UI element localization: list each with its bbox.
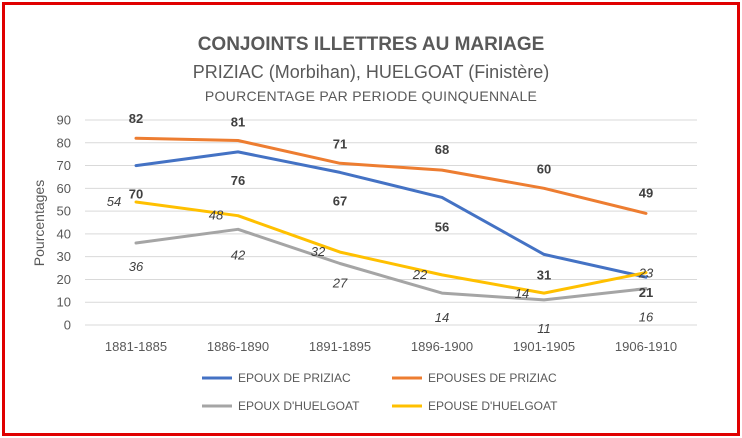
data-labels: 70 76 67 56 31 21 82 81 71 68 60 49 36 42 27 14 11 16 54 48… xyxy=(107,111,654,336)
y-axis-label: Pourcentages xyxy=(31,180,47,266)
y-axis-ticks: 0 10 20 30 40 50 60 70 80 90 xyxy=(57,113,71,333)
y-tick-label: 80 xyxy=(57,135,71,150)
data-label: 70 xyxy=(129,187,143,202)
data-label: 81 xyxy=(231,115,245,130)
data-label: 67 xyxy=(333,193,347,208)
data-label: 68 xyxy=(435,142,449,157)
data-label: 42 xyxy=(231,247,246,262)
series-lines xyxy=(134,136,648,302)
chart-subtitle: PRIZIAC (Morbihan), HUELGOAT (Finistère) xyxy=(193,62,549,82)
series-line xyxy=(134,227,648,302)
data-label: 76 xyxy=(231,173,245,188)
data-label: 54 xyxy=(107,194,121,209)
data-label: 49 xyxy=(639,185,653,200)
data-label: 71 xyxy=(333,136,347,151)
data-label: 14 xyxy=(435,310,449,325)
data-label: 14 xyxy=(515,286,529,301)
data-label: 16 xyxy=(639,310,654,325)
data-label: 21 xyxy=(639,285,653,300)
data-label: 22 xyxy=(412,267,428,282)
data-label: 36 xyxy=(129,259,144,274)
legend-label: EPOUX D'HUELGOAT xyxy=(238,399,360,413)
y-tick-label: 40 xyxy=(57,226,71,241)
legend-label: EPOUX DE PRIZIAC xyxy=(238,371,351,385)
series-line xyxy=(134,136,648,215)
x-tick-label: 1881-1885 xyxy=(105,339,167,354)
series-line xyxy=(134,150,648,279)
x-tick-label: 1891-1895 xyxy=(309,339,371,354)
gridlines xyxy=(85,119,697,326)
chart-subtitle-2: POURCENTAGE PAR PERIODE QUINQUENNALE xyxy=(205,88,537,104)
y-tick-label: 30 xyxy=(57,249,71,264)
data-label: 32 xyxy=(311,244,326,259)
x-tick-label: 1886-1890 xyxy=(207,339,269,354)
legend: EPOUX DE PRIZIAC EPOUSES DE PRIZIAC EPOUX … xyxy=(202,371,558,413)
x-tick-label: 1896-1900 xyxy=(411,339,473,354)
y-tick-label: 70 xyxy=(57,158,71,173)
y-tick-label: 60 xyxy=(57,181,71,196)
data-label: 48 xyxy=(209,208,224,223)
data-label: 31 xyxy=(537,267,551,282)
data-label: 23 xyxy=(638,266,654,281)
data-label: 27 xyxy=(332,276,348,291)
data-label: 56 xyxy=(435,219,449,234)
data-label: 82 xyxy=(129,111,143,126)
data-label: 60 xyxy=(537,161,551,176)
legend-label: EPOUSES DE PRIZIAC xyxy=(428,371,557,385)
x-axis-ticks: 1881-1885 1886-1890 1891-1895 1896-1900 1901… xyxy=(105,339,677,354)
chart-title: CONJOINTS ILLETTRES AU MARIAGE xyxy=(198,34,545,55)
y-tick-label: 50 xyxy=(57,204,71,219)
y-tick-label: 0 xyxy=(64,318,71,333)
y-tick-label: 20 xyxy=(57,272,71,287)
y-tick-label: 10 xyxy=(57,295,71,310)
series-line xyxy=(134,200,648,295)
y-tick-label: 90 xyxy=(57,113,71,128)
legend-label: EPOUSE D'HUELGOAT xyxy=(428,399,558,413)
x-tick-label: 1906-1910 xyxy=(615,339,677,354)
x-tick-label: 1901-1905 xyxy=(513,339,575,354)
data-label: 11 xyxy=(537,321,551,336)
